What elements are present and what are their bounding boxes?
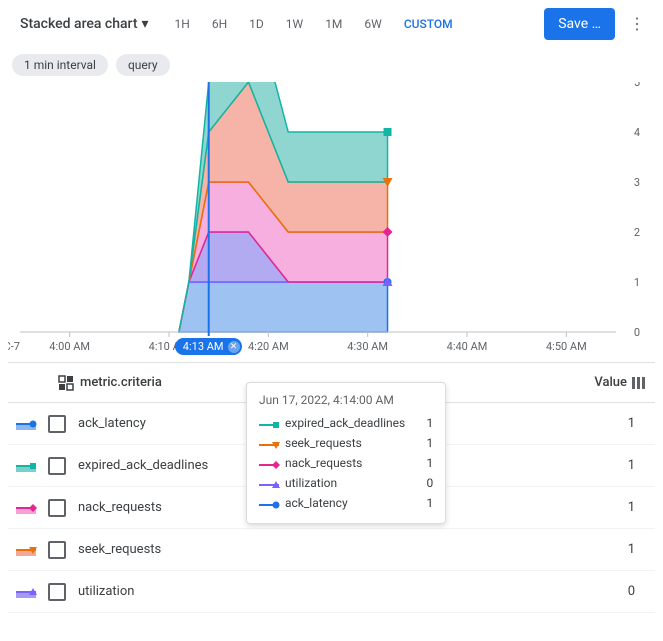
svg-text:4:30 AM: 4:30 AM <box>347 340 388 353</box>
more-menu-button[interactable]: ⋮ <box>619 8 655 40</box>
series-name: seek_requests <box>78 542 161 557</box>
tooltip-series-name: nack_requests <box>285 453 405 473</box>
time-range-group: 1H6H1D1W1M6WCUSTOM <box>165 11 463 37</box>
svg-text:4: 4 <box>634 126 640 139</box>
series-icon <box>16 418 48 430</box>
close-icon[interactable]: ✕ <box>228 341 240 353</box>
tooltip-series-value: 1 <box>413 413 433 433</box>
tooltip-row: seek_requests 1 <box>259 433 433 453</box>
tooltip-series-name: expired_ack_deadlines <box>285 413 405 433</box>
series-value: 1 <box>628 416 635 431</box>
svg-text:4:00 AM: 4:00 AM <box>49 340 90 353</box>
series-icon <box>16 460 48 472</box>
series-icon <box>259 457 277 469</box>
time-range-6h[interactable]: 6H <box>202 11 237 37</box>
chart-svg: 4:00 AM4:10 AM4:20 AM4:30 AM4:40 AM4:50 … <box>8 82 655 362</box>
filter-chip[interactable]: 1 min interval <box>12 54 108 76</box>
pinned-time-label: 4:13 AM <box>183 340 224 353</box>
time-range-custom[interactable]: CUSTOM <box>394 11 463 37</box>
caret-down-icon: ▾ <box>142 16 149 32</box>
criteria-column-header[interactable]: metric.criteria <box>58 375 162 391</box>
svg-text:4:40 AM: 4:40 AM <box>447 340 488 353</box>
series-value: 1 <box>628 458 635 473</box>
chart-tooltip: Jun 17, 2022, 4:14:00 AM expired_ack_dea… <box>246 382 446 524</box>
tooltip-row: ack_latency 1 <box>259 493 433 513</box>
filter-chip[interactable]: query <box>116 54 170 76</box>
series-value: 1 <box>628 542 635 557</box>
svg-text:4:20 AM: 4:20 AM <box>248 340 289 353</box>
tooltip-series-name: seek_requests <box>285 433 405 453</box>
breakdown-icon <box>58 375 74 391</box>
series-checkbox[interactable] <box>48 415 66 433</box>
tooltip-row: utilization 0 <box>259 473 433 493</box>
chart-type-label: Stacked area chart <box>20 16 138 32</box>
series-checkbox[interactable] <box>48 499 66 517</box>
more-vert-icon: ⋮ <box>629 16 645 33</box>
time-range-1h[interactable]: 1H <box>165 11 200 37</box>
series-value: 0 <box>628 584 635 599</box>
series-name: expired_ack_deadlines <box>78 458 208 473</box>
series-value: 1 <box>628 500 635 515</box>
svg-text:4:50 AM: 4:50 AM <box>546 340 587 353</box>
tooltip-row: nack_requests 1 <box>259 453 433 473</box>
series-icon <box>259 417 277 429</box>
series-checkbox[interactable] <box>48 457 66 475</box>
time-range-1m[interactable]: 1M <box>315 11 352 37</box>
header-bar: Stacked area chart ▾ 1H6H1D1W1M6WCUSTOM … <box>0 0 663 48</box>
criteria-label: metric.criteria <box>80 375 162 390</box>
series-name: utilization <box>78 584 134 599</box>
series-icon <box>16 544 48 556</box>
tooltip-series-value: 1 <box>413 433 433 453</box>
monitoring-chart-panel: Stacked area chart ▾ 1H6H1D1W1M6WCUSTOM … <box>0 0 663 641</box>
tooltip-series-value: 0 <box>413 473 433 493</box>
series-name: ack_latency <box>78 416 146 431</box>
svg-text:1: 1 <box>634 276 640 289</box>
series-icon <box>259 477 277 489</box>
value-column-header[interactable]: Value <box>594 375 627 390</box>
svg-text:2: 2 <box>634 226 640 239</box>
tooltip-title: Jun 17, 2022, 4:14:00 AM <box>259 393 433 407</box>
table-row[interactable]: seek_requests 1 <box>8 529 655 571</box>
save-button[interactable]: Save … <box>544 8 615 40</box>
chart-area[interactable]: 4:00 AM4:10 AM4:20 AM4:30 AM4:40 AM4:50 … <box>8 82 655 362</box>
time-range-1d[interactable]: 1D <box>239 11 274 37</box>
tooltip-series-value: 1 <box>413 453 433 473</box>
time-range-6w[interactable]: 6W <box>354 11 391 37</box>
chart-type-selector[interactable]: Stacked area chart ▾ <box>16 10 153 38</box>
value-label: Value <box>594 375 627 390</box>
tooltip-series-name: utilization <box>285 473 405 493</box>
series-icon <box>16 502 48 514</box>
filter-chips: 1 min interval query <box>0 48 663 82</box>
series-icon <box>259 437 277 449</box>
svg-text:0: 0 <box>634 326 640 339</box>
svg-text:5: 5 <box>634 82 640 89</box>
time-range-1w[interactable]: 1W <box>276 11 313 37</box>
series-checkbox[interactable] <box>48 583 66 601</box>
series-checkbox[interactable] <box>48 541 66 559</box>
pinned-time-badge[interactable]: 4:13 AM ✕ <box>175 338 242 355</box>
tooltip-row: expired_ack_deadlines 1 <box>259 413 433 433</box>
series-name: nack_requests <box>78 500 162 515</box>
series-icon <box>259 497 277 509</box>
svg-text:UTC-7: UTC-7 <box>8 340 20 353</box>
series-icon <box>16 586 48 598</box>
table-row[interactable]: utilization 0 <box>8 571 655 613</box>
tooltip-series-name: ack_latency <box>285 493 405 513</box>
columns-icon[interactable] <box>631 375 647 391</box>
tooltip-series-value: 1 <box>413 493 433 513</box>
svg-text:3: 3 <box>634 176 640 189</box>
